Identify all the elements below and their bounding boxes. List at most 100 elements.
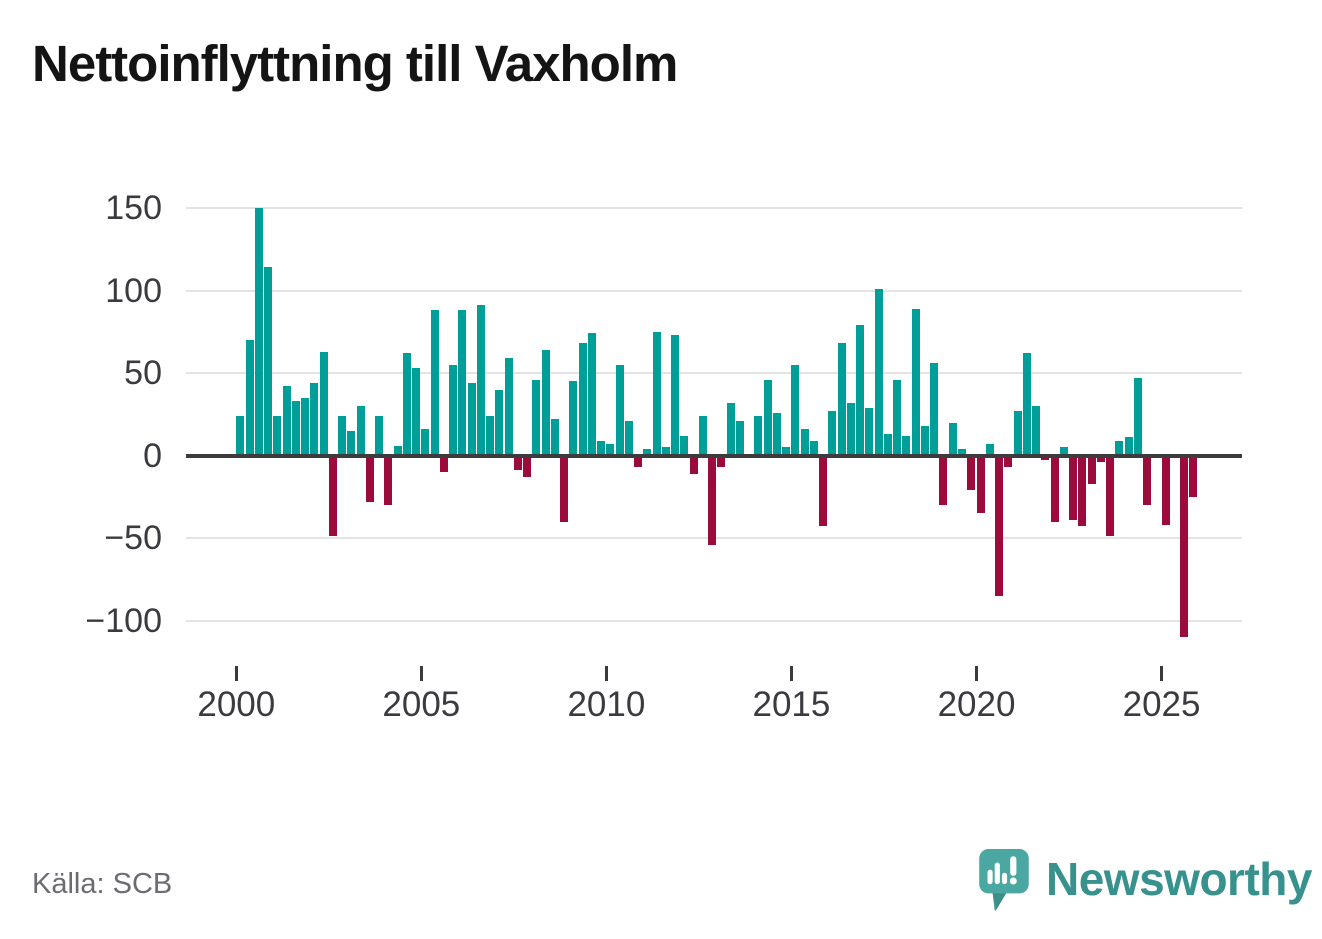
bar-positive (902, 435, 911, 456)
bar-positive (319, 351, 328, 456)
bar-positive (754, 415, 763, 456)
bar-positive (948, 422, 957, 456)
bar-positive (476, 305, 485, 456)
bar-positive (291, 401, 300, 456)
bar-positive (1115, 440, 1124, 456)
x-axis-label: 2025 (1122, 685, 1201, 724)
bar-negative (560, 455, 569, 522)
bar-negative (1004, 455, 1013, 468)
x-axis-label: 2010 (567, 685, 646, 724)
bar-negative (995, 455, 1003, 596)
gridline (186, 289, 1242, 292)
x-axis-label: 2005 (382, 685, 461, 724)
bar-positive (486, 415, 495, 456)
bar-negative (328, 455, 337, 537)
bar-positive (763, 379, 772, 456)
x-axis-tick (975, 666, 978, 681)
bar-positive (587, 333, 596, 456)
bar-positive (282, 386, 291, 456)
source-label: Källa: SCB (32, 868, 173, 900)
gridline (186, 372, 1242, 374)
bar-negative (717, 455, 726, 468)
bar-positive (541, 349, 550, 456)
bar-negative (1087, 455, 1096, 484)
bar-positive (652, 331, 661, 456)
y-axis-label: 50 (124, 354, 162, 392)
bar-negative (523, 455, 532, 477)
bar-negative (819, 455, 828, 527)
bar-positive (643, 448, 652, 456)
bar-positive (726, 402, 735, 456)
bar-positive (495, 389, 504, 456)
bar-negative (1106, 455, 1115, 537)
bar-positive (828, 410, 837, 456)
bar-positive (569, 381, 578, 456)
bar-positive (264, 267, 273, 456)
x-axis-tick (789, 666, 793, 681)
bar-negative (976, 455, 985, 514)
bar-negative (439, 455, 448, 472)
x-axis-tick (234, 666, 238, 681)
bar-positive (449, 364, 458, 456)
bar-positive (347, 430, 356, 456)
bar-positive (375, 415, 384, 456)
bar-positive (615, 364, 624, 456)
bar-positive (550, 419, 559, 456)
bar-positive (1124, 437, 1133, 456)
bar-positive (578, 343, 587, 456)
bar-positive (430, 310, 439, 456)
bar-negative (689, 455, 698, 474)
bar-negative (1143, 455, 1152, 505)
bar-positive (837, 343, 846, 456)
bar-negative (1041, 455, 1050, 461)
bar-positive (698, 415, 707, 456)
bar-negative (384, 455, 393, 505)
bar-positive (920, 425, 929, 456)
gridline (186, 619, 1242, 622)
bar-negative (1050, 455, 1059, 522)
y-axis-label: 100 (105, 271, 162, 310)
bar-positive (597, 440, 606, 456)
gridline (186, 207, 1242, 209)
y-axis-label: 150 (105, 189, 162, 227)
x-axis-tick (419, 666, 423, 681)
bar-negative (708, 455, 717, 545)
bar-positive (874, 288, 883, 456)
bar-positive (791, 364, 800, 456)
x-axis-tick (604, 666, 608, 681)
bar-positive (273, 415, 282, 456)
bar-positive (301, 397, 310, 456)
bar-positive (846, 402, 855, 456)
bar-positive (782, 447, 791, 456)
bar-positive (412, 368, 421, 456)
bar-positive (606, 443, 615, 456)
bar-positive (930, 363, 939, 456)
bar-positive (532, 379, 541, 456)
bar-positive (504, 358, 513, 456)
bar-positive (236, 415, 245, 456)
bar-negative (365, 455, 374, 502)
bar-negative (513, 455, 522, 471)
bar-chart-speech-bubble-icon (979, 849, 1029, 911)
y-axis-label: −50 (104, 519, 162, 557)
bar-negative (1161, 455, 1170, 525)
bar-positive (421, 429, 430, 456)
bar-positive (338, 415, 347, 456)
chart-title: Nettoinflyttning till Vaxholm (32, 35, 678, 92)
newsworthy-logo: Newsworthy (978, 846, 1312, 916)
bar-negative (1069, 455, 1078, 520)
bar-positive (671, 335, 680, 456)
x-axis-tick (1160, 666, 1164, 681)
y-axis-label: −100 (85, 601, 162, 640)
bar-positive (661, 447, 670, 456)
bar-positive (310, 382, 319, 456)
bar-positive (402, 353, 411, 456)
bar-positive (680, 435, 689, 456)
bar-positive (883, 434, 892, 456)
bar-positive (1032, 406, 1040, 456)
bar-positive (356, 406, 365, 456)
bar-negative (634, 455, 643, 468)
bar-negative (1078, 455, 1087, 527)
bar-positive (856, 325, 865, 456)
